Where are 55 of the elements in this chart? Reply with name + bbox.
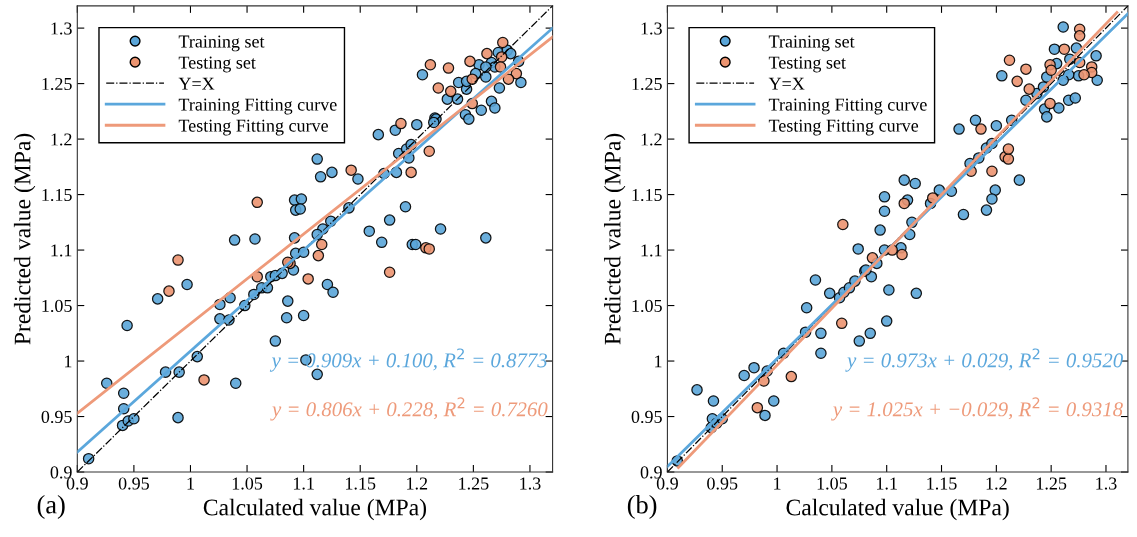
x-tick-label: 0.9 bbox=[66, 477, 88, 490]
legend-label: Testing set bbox=[768, 56, 846, 73]
x-tick-label: 1.15 bbox=[346, 477, 376, 490]
x-tick-label: 1.05 bbox=[817, 477, 847, 490]
x-tick-label: 1.2 bbox=[986, 477, 1007, 490]
x-tick-label: 1.05 bbox=[232, 477, 263, 490]
x-tick-label: 1.3 bbox=[1096, 477, 1117, 490]
y-tick-label: 0.95 bbox=[631, 410, 662, 424]
y-tick-label: 1.1 bbox=[51, 244, 72, 257]
legend-label: Y=X bbox=[768, 77, 805, 90]
x-tick-label: 1.15 bbox=[927, 477, 957, 490]
x-tick-label: 1.25 bbox=[1036, 477, 1067, 490]
y-tick-label: 1.2 bbox=[641, 133, 662, 146]
y-tick-label: 0.9 bbox=[640, 466, 662, 479]
y-tick-label: 1.05 bbox=[632, 299, 662, 313]
y-tick-label: 0.9 bbox=[50, 466, 72, 479]
legend-label: Training set bbox=[178, 35, 265, 52]
x-tick-label: 1.25 bbox=[459, 477, 489, 490]
x-axis-title: Calculated value (MPa) bbox=[786, 498, 1009, 521]
y-tick-label: 1.25 bbox=[632, 77, 662, 91]
y-tick-label: 1.1 bbox=[641, 244, 662, 257]
y-tick-label: 1 bbox=[655, 355, 662, 368]
y-tick-label: 0.95 bbox=[41, 410, 72, 424]
annotation: y = 1.025x + −0.029, R$^{2}$ = 0.9318 bbox=[831, 397, 1123, 421]
y-tick-label: 1.25 bbox=[42, 77, 72, 91]
y-tick-label: 1 bbox=[65, 355, 72, 368]
x-tick-label: 0.9 bbox=[656, 477, 678, 490]
y-axis-title: Predicted value (MPa) bbox=[603, 133, 626, 345]
y-tick-label: 1.3 bbox=[51, 22, 72, 35]
x-tick-label: 1.3 bbox=[520, 477, 541, 490]
legend-label: Testing Fitting curve bbox=[178, 119, 328, 136]
x-tick-label: 0.95 bbox=[118, 477, 149, 490]
x-tick-label: 1 bbox=[187, 477, 194, 490]
text: (a) bbox=[37, 495, 65, 519]
annotation: y = 0.806x + 0.228, R$^{2}$ = 0.7260 bbox=[270, 397, 548, 421]
x-tick-label: 1.1 bbox=[293, 477, 314, 490]
annotation: y = 0.973x + 0.029, R$^{2}$ = 0.9520 bbox=[845, 348, 1123, 372]
text: (b) bbox=[627, 495, 657, 519]
y-tick-label: 1.15 bbox=[42, 188, 72, 202]
x-axis-title: Calculated value (MPa) bbox=[203, 498, 427, 521]
legend-label: Training Fitting curve bbox=[768, 98, 927, 115]
y-tick-label: 1.2 bbox=[51, 133, 72, 146]
legend-label: Testing set bbox=[178, 56, 256, 73]
x-tick-label: 1 bbox=[774, 477, 781, 490]
x-tick-label: 1.1 bbox=[877, 477, 897, 490]
legend-label: Training set bbox=[768, 35, 855, 52]
y-axis-title: Predicted value (MPa) bbox=[13, 133, 36, 345]
y-tick-label: 1.05 bbox=[42, 299, 72, 313]
y-tick-label: 1.3 bbox=[641, 22, 662, 35]
legend-label: Testing Fitting curve bbox=[768, 119, 919, 136]
legend-label: Y=X bbox=[178, 77, 215, 90]
x-tick-label: 0.95 bbox=[707, 477, 738, 490]
y-tick-label: 1.15 bbox=[632, 188, 662, 202]
x-tick-label: 1.2 bbox=[407, 477, 428, 490]
legend-label: Training Fitting curve bbox=[178, 98, 337, 115]
